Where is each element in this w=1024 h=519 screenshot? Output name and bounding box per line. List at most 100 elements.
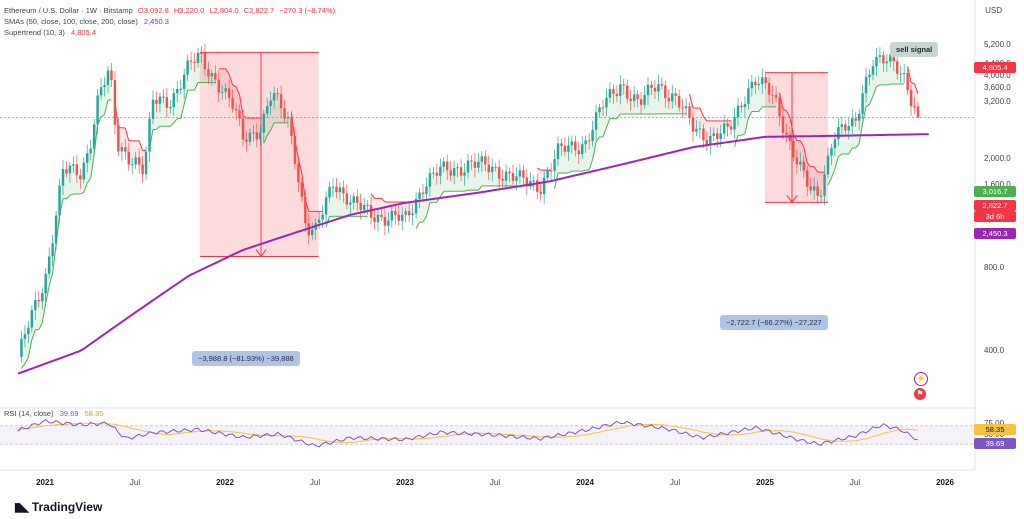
supertrend-fill	[599, 107, 603, 138]
candle-body	[553, 159, 556, 171]
candle-body	[511, 173, 515, 181]
rsi-tag: 39.69	[974, 438, 1016, 449]
supertrend-segment	[865, 103, 870, 107]
supertrend-segment	[803, 146, 808, 164]
candle-body	[290, 117, 293, 137]
candle-body	[432, 172, 435, 174]
supertrend-segment	[568, 170, 573, 174]
countdown-tag: 3d 6h	[974, 211, 1016, 222]
candle-body	[61, 169, 65, 186]
candle-body	[269, 100, 272, 106]
supertrend-segment	[100, 114, 105, 118]
supertrend-segment	[858, 122, 864, 144]
candle-body	[227, 88, 231, 99]
candle-body	[598, 107, 601, 113]
candle-body	[352, 196, 355, 203]
supertrend-segment	[169, 122, 175, 127]
supertrend-fill	[900, 72, 905, 85]
candle-body	[238, 110, 241, 119]
candle-body	[632, 94, 636, 102]
x-tick-label: Jul	[849, 478, 861, 487]
candle-body	[362, 204, 366, 210]
candle-body	[79, 175, 82, 180]
supertrend-segment	[93, 125, 99, 155]
legend-supertrend[interactable]: Supertrend (10, 3) 4,805.4	[4, 28, 96, 37]
supertrend-segment	[270, 122, 275, 131]
candle-body	[816, 186, 819, 196]
supertrend-segment	[582, 169, 586, 172]
candle-body	[660, 84, 664, 86]
candle-body	[608, 89, 612, 98]
candle-body	[425, 186, 428, 194]
supertrend-segment	[907, 66, 912, 83]
supertrend-segment	[180, 104, 185, 119]
supertrend-fill	[319, 211, 323, 220]
candle-body	[698, 128, 702, 130]
supertrend-fill	[758, 77, 763, 112]
candle-body	[117, 124, 120, 152]
candle-body	[671, 93, 674, 102]
supertrend-fill	[658, 84, 662, 114]
candle-body	[892, 54, 895, 62]
supertrend-segment	[848, 147, 853, 155]
candle-body	[221, 91, 224, 93]
drop-arrowhead-1	[255, 249, 267, 258]
candle-body	[812, 186, 816, 191]
candle-body	[196, 52, 200, 63]
brand-name: TradingView	[31, 500, 103, 514]
candle-body	[560, 143, 563, 146]
lightning-icon[interactable]: ⚡	[914, 372, 928, 386]
supertrend-segment	[422, 215, 427, 223]
supertrend-segment	[886, 83, 891, 86]
supertrend-fill	[769, 94, 773, 107]
supertrend-fill	[191, 61, 195, 91]
supertrend-segment	[616, 113, 621, 119]
candle-body	[518, 170, 522, 177]
candle-body	[210, 72, 214, 77]
legend-rsi[interactable]: RSI (14, close) 39.69 58.35	[4, 409, 103, 418]
drop-label-2025: −2,722.7 (−66.27%) −27,227	[720, 315, 828, 330]
supertrend-segment	[806, 162, 812, 168]
supertrend-fill	[274, 93, 278, 123]
candle-body	[622, 84, 625, 86]
legend-sma[interactable]: SMAs (50, close, 100, close, 200, close)…	[4, 17, 169, 26]
supertrend-segment	[263, 135, 268, 144]
flag-icon[interactable]: ⚑	[914, 388, 926, 400]
candle-body	[556, 143, 560, 160]
ohlc-close: C2,822.7	[243, 6, 275, 15]
sma200-line	[17, 133, 929, 375]
candle-body	[331, 186, 335, 188]
candle-body	[293, 136, 297, 164]
supertrend-segment	[24, 356, 29, 365]
candle-body	[411, 213, 414, 216]
supertrend-segment	[595, 136, 600, 143]
supertrend-fill	[613, 93, 617, 119]
supertrend-segment	[477, 185, 483, 191]
candle-body	[470, 160, 473, 162]
supertrend-fill	[509, 173, 513, 186]
y-tick-label: 400.0	[984, 345, 1005, 355]
supertrend-segment	[592, 141, 597, 160]
candle-body	[394, 210, 397, 215]
ohlc-change: −270.3 (−8.74%)	[279, 6, 336, 15]
supertrend-fill	[575, 150, 579, 172]
supertrend-fill	[433, 172, 437, 203]
candle-body	[387, 220, 390, 226]
candle-body	[356, 196, 359, 203]
candle-body	[587, 140, 591, 142]
x-tick-label: 2021	[36, 478, 54, 487]
candle-body	[667, 98, 670, 102]
supertrend-segment	[602, 127, 607, 138]
supertrend-segment	[301, 172, 306, 200]
tradingview-logo[interactable]: ▮◣ TradingView	[14, 500, 102, 514]
y-tick-label: 5,200.0	[984, 39, 1011, 49]
supertrend-fill	[474, 161, 479, 191]
supertrend-fill	[246, 118, 250, 142]
candle-body	[542, 177, 546, 194]
supertrend-segment	[183, 90, 189, 105]
candle-body	[134, 157, 137, 165]
supertrend-segment	[779, 92, 784, 110]
candle-body	[404, 211, 407, 215]
supertrend-segment	[194, 82, 199, 91]
